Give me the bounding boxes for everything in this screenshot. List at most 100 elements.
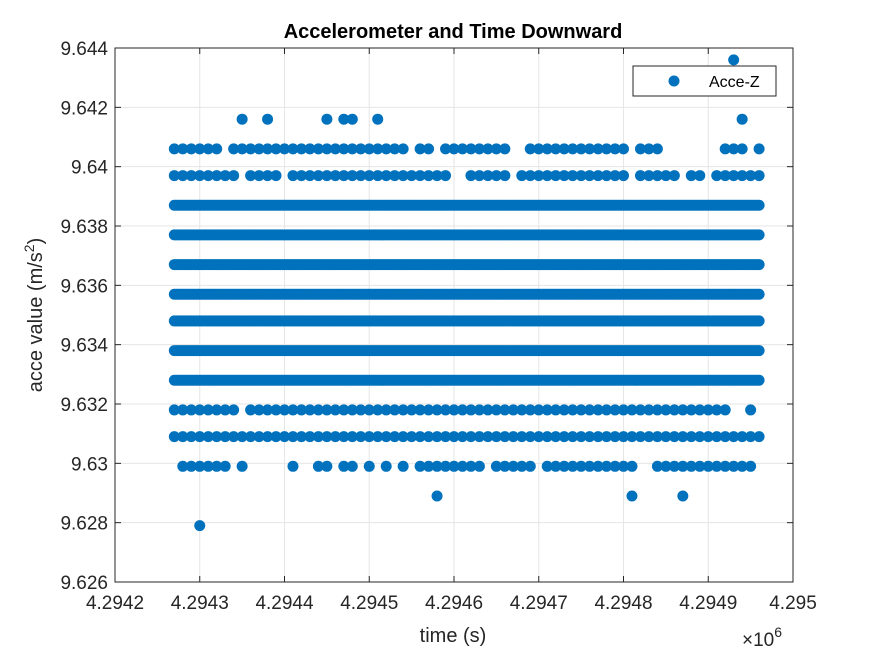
data-point bbox=[245, 404, 257, 416]
data-point bbox=[304, 170, 316, 182]
data-point bbox=[177, 170, 189, 182]
data-point bbox=[702, 431, 714, 443]
data-point bbox=[694, 404, 706, 416]
data-point bbox=[440, 143, 452, 155]
data-point bbox=[329, 170, 341, 182]
data-point bbox=[363, 143, 375, 155]
data-point bbox=[685, 460, 697, 472]
data-point bbox=[279, 143, 290, 155]
data-point bbox=[651, 460, 663, 472]
data-point bbox=[694, 170, 706, 182]
data-point bbox=[524, 143, 536, 155]
data-point bbox=[372, 404, 384, 416]
data-point bbox=[219, 404, 231, 416]
legend-box bbox=[632, 65, 777, 97]
data-point bbox=[728, 143, 740, 155]
data-point bbox=[177, 404, 189, 416]
data-point bbox=[338, 143, 350, 155]
data-point bbox=[465, 460, 477, 472]
data-point bbox=[728, 54, 740, 66]
data-point bbox=[414, 143, 426, 155]
data-point bbox=[745, 460, 757, 472]
data-point bbox=[270, 143, 282, 155]
data-point bbox=[423, 431, 435, 443]
data-point bbox=[473, 404, 485, 416]
data-point bbox=[329, 143, 341, 155]
data-point bbox=[490, 404, 502, 416]
data-point bbox=[456, 404, 468, 416]
data-point bbox=[626, 431, 638, 443]
data-point bbox=[185, 431, 197, 443]
x-tick-label: 4.2947 bbox=[510, 593, 568, 614]
data-point bbox=[541, 143, 553, 155]
data-point bbox=[541, 431, 553, 443]
y-tick-label: 9.636 bbox=[60, 276, 108, 297]
data-point bbox=[372, 113, 384, 125]
data-point bbox=[389, 431, 401, 443]
x-tick-label: 4.2945 bbox=[340, 593, 398, 614]
y-axis-label: acce value (m/s2) bbox=[21, 238, 47, 393]
data-point bbox=[609, 404, 621, 416]
data-point bbox=[338, 460, 350, 472]
data-point bbox=[253, 404, 265, 416]
data-point bbox=[312, 460, 324, 472]
data-point bbox=[516, 170, 528, 182]
data-point bbox=[295, 143, 307, 155]
data-point bbox=[626, 460, 638, 472]
data-point bbox=[507, 431, 519, 443]
data-point bbox=[558, 143, 570, 155]
data-point bbox=[541, 170, 553, 182]
y-tick-label: 9.628 bbox=[60, 514, 108, 535]
x-exponent-power: 6 bbox=[774, 624, 782, 640]
data-point bbox=[533, 170, 545, 182]
data-point bbox=[533, 431, 545, 443]
data-point bbox=[355, 431, 367, 443]
data-point bbox=[592, 143, 604, 155]
data-point bbox=[389, 170, 401, 182]
data-point bbox=[346, 170, 358, 182]
data-point bbox=[321, 143, 333, 155]
x-tick-label: 4.2946 bbox=[425, 593, 483, 614]
data-point bbox=[736, 431, 748, 443]
data-point bbox=[202, 170, 214, 182]
data-point bbox=[185, 460, 197, 472]
data-point bbox=[211, 460, 223, 472]
data-point bbox=[236, 143, 248, 155]
data-point bbox=[363, 431, 375, 443]
data-point bbox=[253, 143, 265, 155]
data-point bbox=[363, 404, 375, 416]
data-point bbox=[668, 170, 680, 182]
data-point bbox=[448, 460, 460, 472]
data-point bbox=[423, 170, 435, 182]
data-point bbox=[753, 431, 765, 443]
data-point bbox=[465, 404, 477, 416]
data-point bbox=[228, 170, 240, 182]
data-point bbox=[745, 431, 757, 443]
data-point bbox=[363, 460, 375, 472]
data-point bbox=[499, 404, 511, 416]
data-point bbox=[643, 143, 655, 155]
data-point bbox=[287, 460, 299, 472]
data-point bbox=[592, 431, 604, 443]
data-point bbox=[575, 170, 587, 182]
data-point bbox=[618, 170, 629, 182]
data-point bbox=[194, 520, 206, 532]
y-tick-label: 9.642 bbox=[60, 98, 108, 119]
data-point bbox=[567, 170, 579, 182]
data-point bbox=[440, 431, 452, 443]
x-tick-label: 4.295 bbox=[769, 593, 817, 614]
data-point bbox=[753, 170, 765, 182]
x-tick-label: 4.2944 bbox=[255, 593, 314, 614]
svg-text:acce value (m/s2): acce value (m/s2) bbox=[21, 238, 47, 393]
data-point bbox=[677, 460, 689, 472]
data-point bbox=[202, 460, 214, 472]
data-point bbox=[329, 404, 341, 416]
data-point bbox=[253, 431, 265, 443]
data-point bbox=[321, 431, 333, 443]
data-point bbox=[711, 431, 723, 443]
data-point bbox=[346, 404, 358, 416]
data-point bbox=[346, 431, 358, 443]
data-point bbox=[304, 404, 316, 416]
data-point bbox=[262, 170, 274, 182]
